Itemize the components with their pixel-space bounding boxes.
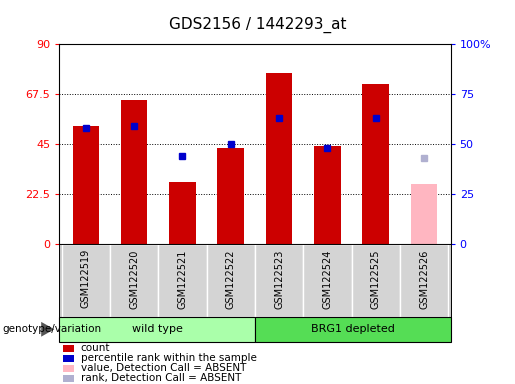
Bar <box>63 365 74 372</box>
Text: value, Detection Call = ABSENT: value, Detection Call = ABSENT <box>81 363 246 373</box>
Text: genotype/variation: genotype/variation <box>3 324 101 334</box>
Text: percentile rank within the sample: percentile rank within the sample <box>81 353 256 363</box>
Bar <box>266 73 293 244</box>
Bar <box>217 149 244 244</box>
Polygon shape <box>41 322 54 337</box>
Text: GSM122523: GSM122523 <box>274 249 284 309</box>
Bar <box>207 244 255 317</box>
Bar <box>121 99 147 244</box>
Bar <box>169 182 196 244</box>
Bar <box>73 126 99 244</box>
Bar <box>59 317 255 342</box>
Text: wild type: wild type <box>132 324 182 334</box>
Bar <box>314 146 341 244</box>
Text: rank, Detection Call = ABSENT: rank, Detection Call = ABSENT <box>81 373 241 383</box>
Bar <box>63 375 74 382</box>
Text: count: count <box>81 343 110 353</box>
Bar <box>255 244 303 317</box>
Text: GSM122524: GSM122524 <box>322 249 332 309</box>
Text: GSM122525: GSM122525 <box>371 249 381 309</box>
Bar <box>110 244 158 317</box>
Bar <box>303 244 352 317</box>
Text: GSM122526: GSM122526 <box>419 249 429 309</box>
Bar <box>255 317 451 342</box>
Bar <box>63 345 74 352</box>
Text: GSM122521: GSM122521 <box>178 249 187 309</box>
Bar <box>411 184 437 244</box>
Bar <box>63 355 74 362</box>
Text: GSM122522: GSM122522 <box>226 249 236 309</box>
Text: GSM122519: GSM122519 <box>81 249 91 308</box>
Bar <box>62 244 110 317</box>
Text: BRG1 depleted: BRG1 depleted <box>311 324 394 334</box>
Bar <box>352 244 400 317</box>
Bar <box>400 244 448 317</box>
Bar <box>158 244 207 317</box>
Bar <box>363 84 389 244</box>
Text: GSM122520: GSM122520 <box>129 249 139 309</box>
Text: GDS2156 / 1442293_at: GDS2156 / 1442293_at <box>169 17 346 33</box>
